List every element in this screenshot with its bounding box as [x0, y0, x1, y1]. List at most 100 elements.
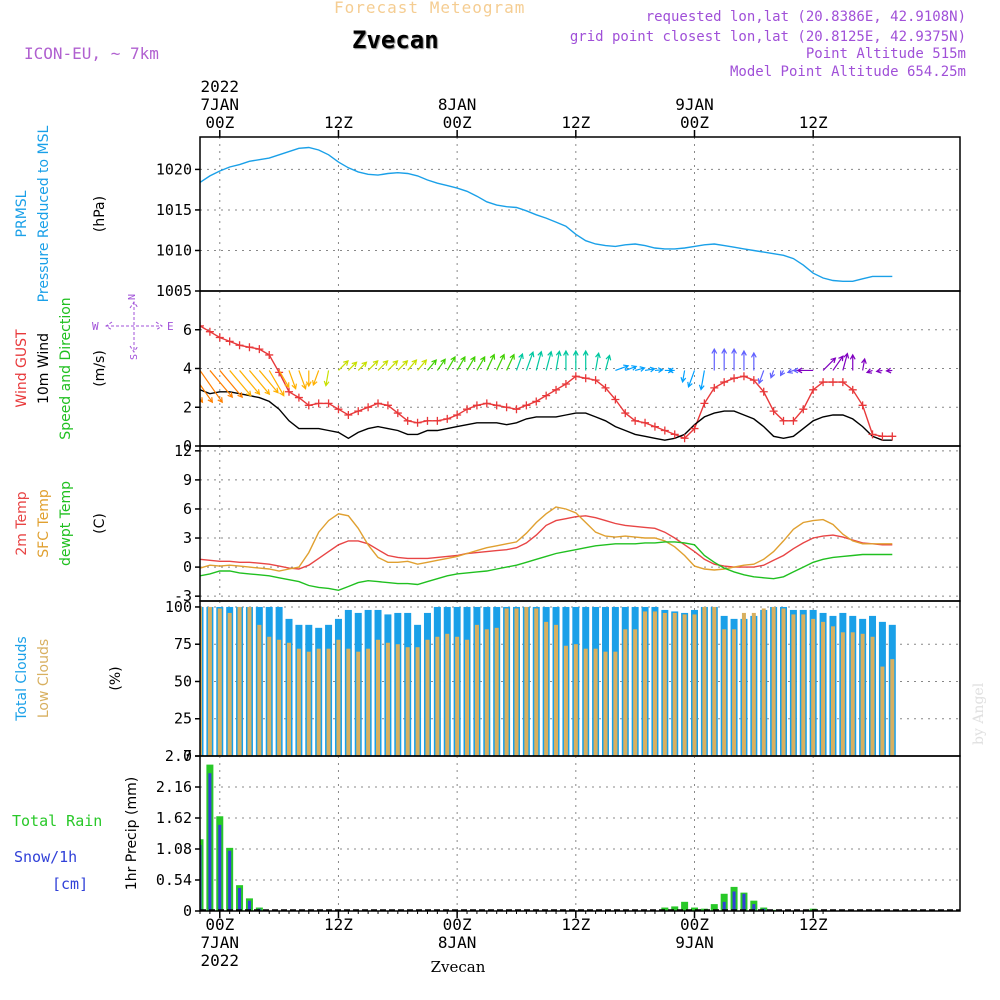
wind-direction-arrow [515, 352, 524, 371]
gust-marker [285, 387, 294, 396]
y-tick-label: 0 [183, 437, 192, 455]
wind-direction-arrow [305, 370, 312, 388]
low-cloud-bar [326, 648, 331, 756]
wind-direction-arrow [644, 366, 656, 373]
series-line-dewpt [200, 541, 893, 592]
top-time-label: 12Z [561, 113, 590, 132]
gust-marker [374, 399, 383, 408]
gust-marker [739, 372, 748, 381]
compass-e: E [167, 320, 174, 333]
low-cloud-bar [544, 621, 549, 756]
gust-marker [433, 416, 442, 425]
wind-direction-arrow [731, 347, 737, 371]
low-cloud-bar [425, 639, 430, 756]
low-cloud-bar [662, 612, 667, 756]
y-axis-label: 1hr Precip (mm) [124, 777, 140, 890]
wind-direction-arrow [865, 368, 873, 374]
gust-marker [720, 378, 729, 387]
bottom-year-label: 2022 [201, 951, 240, 970]
low-cloud-bar [840, 632, 845, 756]
bottom-time-label: 12Z [324, 915, 353, 934]
low-cloud-bar [395, 644, 400, 756]
low-cloud-bar [227, 612, 232, 756]
wind-direction-arrow [298, 370, 307, 390]
wind-direction-arrow [654, 367, 664, 374]
wind-direction-arrow [769, 370, 776, 379]
wind-direction-arrow [407, 359, 418, 371]
wind-direction-arrow [506, 353, 515, 371]
gust-marker [176, 308, 184, 316]
y-tick-label: 50 [174, 672, 192, 690]
top-date-label: 7JAN [201, 95, 240, 114]
compass-arrows [105, 301, 163, 353]
low-cloud-bar [435, 636, 440, 756]
low-cloud-bar [554, 624, 559, 756]
low-cloud-bar [830, 626, 835, 756]
wind-direction-arrow [615, 364, 630, 372]
snow-bar [732, 891, 736, 911]
wind-direction-arrow [377, 359, 389, 371]
gust-marker [650, 422, 659, 431]
low-cloud-bar [593, 648, 598, 756]
y-tick-label: 6 [183, 321, 192, 339]
panel-frame [199, 445, 961, 602]
low-cloud-bar [603, 651, 608, 756]
snow-bar [228, 850, 232, 911]
snow-bar [722, 901, 726, 911]
wind-direction-arrow [545, 350, 553, 371]
wind-direction-arrow [387, 359, 399, 371]
low-cloud-bar [781, 608, 786, 756]
snow-bar [208, 773, 212, 911]
gust-marker [364, 403, 373, 412]
gust-marker [641, 418, 650, 427]
y-tick-label: 1.08 [156, 840, 192, 858]
low-cloud-bar [712, 606, 717, 756]
precip-plot [200, 756, 960, 911]
precip-legend-line: [cm] [52, 875, 88, 893]
wind-direction-arrow [436, 358, 446, 371]
gust-marker [275, 368, 284, 377]
y-tick-label: 1010 [156, 241, 192, 259]
gust-marker [255, 345, 264, 354]
low-cloud-bar [376, 639, 381, 756]
y-tick-label: 1020 [156, 160, 192, 178]
wind-direction-arrow [842, 352, 850, 371]
gust-marker [137, 303, 145, 311]
gust-marker [156, 320, 164, 328]
gust-marker [482, 399, 491, 408]
y-axis-label: Total Clouds [14, 636, 30, 721]
credit-watermark: by Angel [971, 682, 987, 745]
y-tick-label: 0 [183, 902, 192, 920]
snow-bar [752, 904, 756, 911]
panel-temp: -3 0 3 6 9 12 2m Temp SFC Temp dewpt Temp (C) [14, 442, 961, 605]
wind-direction-arrow [757, 370, 765, 385]
gust-marker [621, 409, 630, 418]
low-cloud-bar [129, 684, 133, 756]
panel-frame [199, 136, 961, 292]
gust-marker [205, 327, 214, 336]
clouds-plot [129, 601, 960, 756]
bottom-date-label: 7JAN [201, 933, 240, 952]
low-cloud-bar [643, 611, 648, 756]
wind-direction-arrow [595, 352, 601, 371]
series-line-wind [200, 389, 893, 441]
compass-w: W [92, 320, 99, 333]
low-cloud-bar [237, 606, 242, 756]
gust-marker [314, 399, 323, 408]
wind-direction-arrow [278, 370, 290, 389]
low-cloud-bar [573, 644, 578, 756]
wind-direction-arrow [427, 359, 437, 371]
gust-marker [453, 411, 462, 419]
bottom-time-label: 00Z [680, 915, 709, 934]
gust-marker [700, 399, 709, 408]
wind-direction-arrow [209, 370, 234, 399]
gust-marker [215, 333, 224, 342]
wind-direction-arrow [832, 355, 844, 371]
low-cloud-bar [465, 639, 470, 756]
low-cloud-bar [514, 608, 519, 756]
bottom-time-label: 12Z [561, 915, 590, 934]
series-line-pressure [200, 146, 893, 282]
low-cloud-bar [741, 612, 746, 756]
gust-marker [294, 393, 303, 402]
wind-direction-arrow [229, 370, 252, 397]
